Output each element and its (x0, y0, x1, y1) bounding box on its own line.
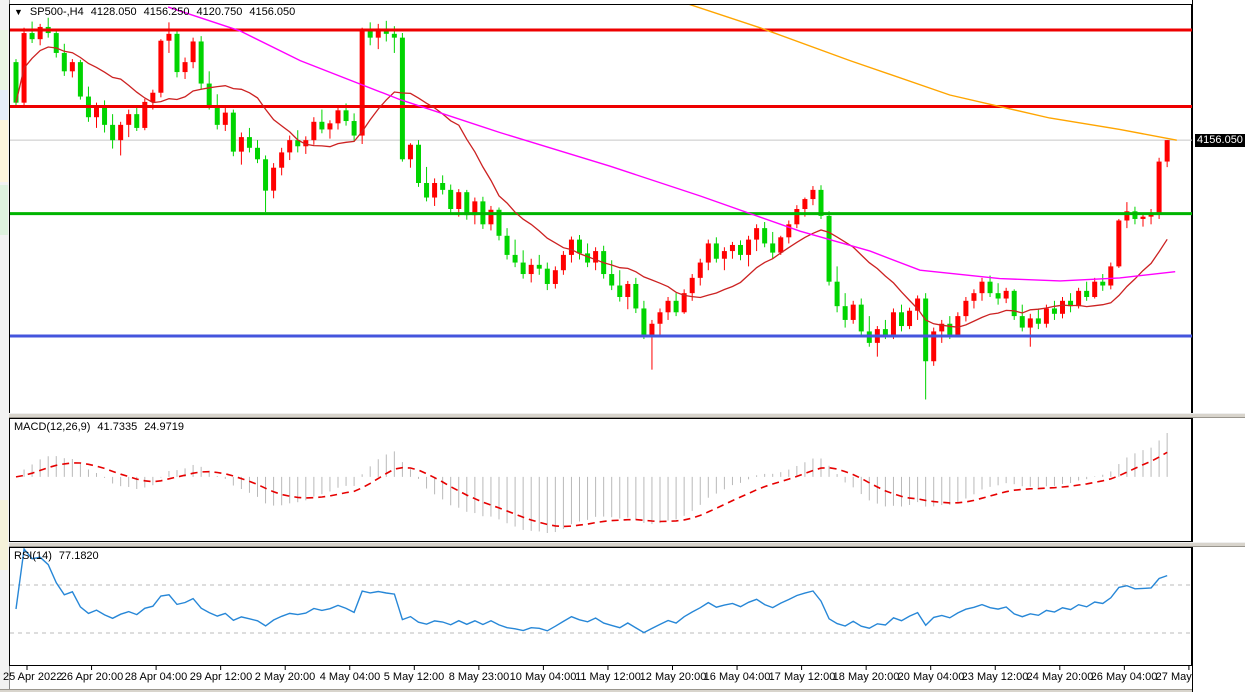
ohlc-close: 4156.050 (249, 5, 296, 18)
time-axis-label: 25 Apr 2022 (3, 671, 63, 683)
time-axis-label: 26 Apr 20:00 (60, 671, 124, 683)
time-axis-label: 18 May 20:00 (832, 671, 900, 683)
axis-ticks (26, 17, 1197, 670)
time-axis-label: 2 May 20:00 (254, 671, 316, 683)
time-axis-label: 5 May 12:00 (383, 671, 445, 683)
time-axis-label: 23 May 12:00 (961, 671, 1029, 683)
ma-fast-line (15, 46, 1168, 328)
symbol-timeframe-label: SP500-,H4 (29, 5, 84, 18)
time-axis-label: 17 May 12:00 (768, 671, 836, 683)
current-price-badge: 4156.050 (1195, 134, 1245, 147)
time-axis-label: 28 Apr 04:00 (124, 671, 188, 683)
time-axis-label: 10 May 04:00 (509, 671, 577, 683)
macd-signal-value: 24.9719 (144, 421, 184, 433)
time-axis-label: 29 Apr 12:00 (189, 671, 253, 683)
rsi-name: RSI(14) (14, 550, 52, 562)
time-axis-label: 8 May 23:00 (448, 671, 510, 683)
symbol-dropdown-icon[interactable]: ▼ (14, 6, 23, 17)
rsi-line (15, 547, 1168, 634)
price-axis-column[interactable] (1192, 0, 1245, 692)
ohlc-open: 4128.050 (90, 5, 137, 18)
rsi-value: 77.1820 (58, 550, 99, 562)
time-axis-label: 20 May 04:00 (897, 671, 965, 683)
panel-splitter-macd[interactable] (9, 413, 1245, 418)
macd-main-value: 41.7335 (97, 421, 138, 433)
ma-long-line (688, 5, 1177, 141)
window-bottom-edge (0, 689, 1245, 692)
time-axis-label: 24 May 20:00 (1026, 671, 1094, 683)
panel-splitter-rsi[interactable] (9, 542, 1245, 547)
ma-slow-line (167, 6, 1176, 282)
time-axis-label: 4 May 04:00 (319, 671, 381, 683)
time-axis-label: 16 May 04:00 (703, 671, 771, 683)
macd-signal-line (15, 451, 1168, 528)
time-axis-label: 26 May 04:00 (1090, 671, 1158, 683)
rsi-indicator-label: RSI(14) 77.1820 (14, 550, 99, 562)
candles (13, 17, 1170, 400)
time-axis-label: 11 May 12:00 (575, 671, 641, 683)
macd-name: MACD(12,26,9) (14, 421, 91, 433)
macd-indicator-label: MACD(12,26,9) 41.7335 24.9719 (14, 421, 184, 433)
time-axis-label: 12 May 20:00 (639, 671, 707, 683)
symbol-header: ▼ SP500-,H4 4128.050 4156.250 4120.750 4… (14, 5, 295, 18)
macd-histogram (15, 433, 1168, 534)
ohlc-low: 4120.750 (196, 5, 243, 18)
ohlc-high: 4156.250 (143, 5, 190, 18)
